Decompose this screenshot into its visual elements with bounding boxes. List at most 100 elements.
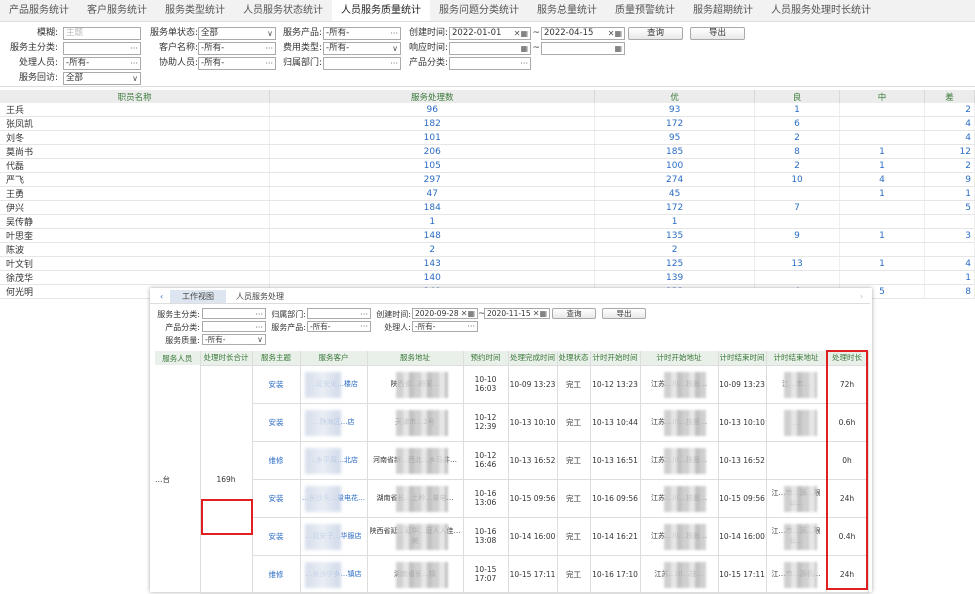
count-cell[interactable]: 172 (594, 200, 756, 215)
tab-2[interactable]: 服务类型统计 (165, 5, 225, 16)
fuzzy-input[interactable]: 主题 (63, 27, 141, 40)
customer-picker[interactable]: -所有- ··· (198, 42, 276, 55)
created-to-input[interactable]: 2022-04-15 ✕▦ (541, 27, 625, 40)
count-cell[interactable]: 172 (594, 116, 756, 131)
count-cell[interactable]: 100 (594, 158, 756, 173)
count-cell[interactable]: 95 (594, 130, 756, 145)
count-cell[interactable]: 140 (269, 270, 596, 285)
count-cell[interactable]: 47 (269, 186, 596, 201)
topic-cell[interactable]: 维修 (251, 440, 301, 480)
column-header[interactable]: 服务地址 (367, 351, 464, 365)
count-cell[interactable]: 6 (754, 116, 841, 131)
count-cell[interactable]: 9 (924, 172, 975, 187)
count-cell[interactable]: 148 (269, 228, 596, 243)
product-picker[interactable]: -所有- ··· (323, 27, 401, 40)
prodcat-picker[interactable]: ··· (449, 57, 531, 70)
topic-cell[interactable]: 安装 (251, 364, 301, 404)
tab-staff-service[interactable]: 人员服务处理 (236, 292, 284, 301)
clear-calendar-icon[interactable]: ✕▦ (513, 29, 528, 38)
table-row[interactable]: 王勇 47 45 1 1 (0, 186, 975, 201)
status-select[interactable]: 全部 ∨ (198, 27, 276, 40)
column-header[interactable]: 服务处理数 (269, 90, 596, 103)
count-cell[interactable]: 8 (754, 144, 841, 159)
count-cell[interactable]: 1 (924, 186, 975, 201)
column-header[interactable]: 处理完成时间 (508, 351, 558, 365)
table-row[interactable]: 代磊 105 100 2 1 2 (0, 158, 975, 173)
dept-picker[interactable]: ··· (323, 57, 401, 70)
popup-to-input[interactable]: 2020-11-15 ✕▦ (484, 308, 550, 319)
tab-7[interactable]: 质量预警统计 (615, 5, 675, 16)
count-cell[interactable]: 1 (839, 228, 925, 243)
column-header[interactable]: 计时开始地址 (640, 351, 719, 365)
count-cell[interactable]: 2 (754, 130, 841, 145)
count-cell[interactable]: 45 (594, 186, 756, 201)
popup-query-button[interactable]: 查询 (552, 308, 596, 319)
topic-cell[interactable]: 安装 (251, 478, 301, 518)
response-to-input[interactable]: ▦ (541, 42, 625, 55)
count-cell[interactable]: 12 (924, 144, 975, 159)
count-cell[interactable]: 9 (754, 228, 841, 243)
column-header[interactable]: 服务主题 (252, 351, 301, 365)
count-cell[interactable]: 125 (594, 256, 756, 271)
count-cell[interactable]: 4 (839, 172, 925, 187)
clear-calendar-icon[interactable]: ✕▦ (532, 309, 547, 318)
count-cell[interactable]: 1 (269, 214, 596, 229)
count-cell[interactable]: 1 (839, 144, 925, 159)
column-header[interactable]: 计时开始时间 (590, 351, 641, 365)
popup-main-cat-picker[interactable]: ··· (202, 308, 266, 319)
customer-cell[interactable]: …长沙宁乡…镇店 (299, 554, 368, 594)
tab-6[interactable]: 服务总量统计 (537, 5, 597, 16)
table-row[interactable]: 伊兴 184 172 7 5 (0, 200, 975, 215)
tab-9[interactable]: 人员服务处理时长统计 (771, 5, 871, 16)
count-cell[interactable]: 206 (269, 144, 596, 159)
customer-cell[interactable]: …乡平原…北店 (299, 440, 368, 480)
column-header[interactable]: 计时结束地址 (766, 351, 827, 365)
table-row[interactable]: 严飞 297 274 10 4 9 (0, 172, 975, 187)
calendar-icon[interactable]: ▦ (614, 44, 622, 53)
query-button[interactable]: 查询 (628, 27, 683, 40)
column-header[interactable]: 计时结束时间 (718, 351, 767, 365)
customer-cell[interactable]: …延安子…华服店 (299, 516, 368, 556)
topic-cell[interactable]: 维修 (251, 554, 301, 594)
count-cell[interactable]: 185 (594, 144, 756, 159)
count-cell[interactable]: 5 (924, 200, 975, 215)
count-cell[interactable]: 1 (839, 256, 925, 271)
export-button[interactable]: 导出 (690, 27, 745, 40)
count-cell[interactable] (839, 116, 925, 131)
forward-arrow-icon[interactable]: › (860, 292, 864, 301)
table-row[interactable]: 张凤凯 182 172 6 4 (0, 116, 975, 131)
count-cell[interactable]: 10 (754, 172, 841, 187)
count-cell[interactable]: 13 (754, 256, 841, 271)
count-cell[interactable]: 2 (924, 103, 975, 117)
count-cell[interactable]: 4 (924, 116, 975, 131)
column-header[interactable]: 处理时长合计 (200, 351, 253, 365)
clear-calendar-icon[interactable]: ✕▦ (607, 29, 622, 38)
popup-export-button[interactable]: 导出 (602, 308, 646, 319)
tab-3[interactable]: 人员服务状态统计 (243, 5, 323, 16)
count-cell[interactable]: 93 (594, 103, 756, 117)
count-cell[interactable]: 1 (594, 214, 756, 229)
main-cat-picker[interactable]: ··· (63, 42, 141, 55)
count-cell[interactable] (754, 270, 841, 285)
table-row[interactable]: 陈波 2 2 (0, 242, 975, 257)
count-cell[interactable]: 2 (754, 158, 841, 173)
count-cell[interactable]: 7 (754, 200, 841, 215)
count-cell[interactable] (839, 270, 925, 285)
customer-cell[interactable]: …静海区…店 (299, 402, 368, 442)
tab-1[interactable]: 客户服务统计 (87, 5, 147, 16)
count-cell[interactable]: 143 (269, 256, 596, 271)
count-cell[interactable]: 2 (594, 242, 756, 257)
count-cell[interactable]: 101 (269, 130, 596, 145)
response-from-input[interactable]: ▦ (449, 42, 531, 55)
count-cell[interactable]: 184 (269, 200, 596, 215)
count-cell[interactable]: 1 (754, 103, 841, 117)
fee-select[interactable]: -所有- ∨ (323, 42, 401, 55)
column-header[interactable]: 服务人员 (155, 351, 201, 365)
column-header[interactable]: 预约时间 (463, 351, 509, 365)
popup-quality-select[interactable]: -所有- ∨ (202, 334, 266, 345)
popup-prodcat-picker[interactable]: ··· (202, 321, 266, 332)
count-cell[interactable] (754, 242, 841, 257)
count-cell[interactable] (754, 214, 841, 229)
table-row[interactable]: 莫尚书 206 185 8 1 12 (0, 144, 975, 159)
count-cell[interactable]: 3 (924, 228, 975, 243)
